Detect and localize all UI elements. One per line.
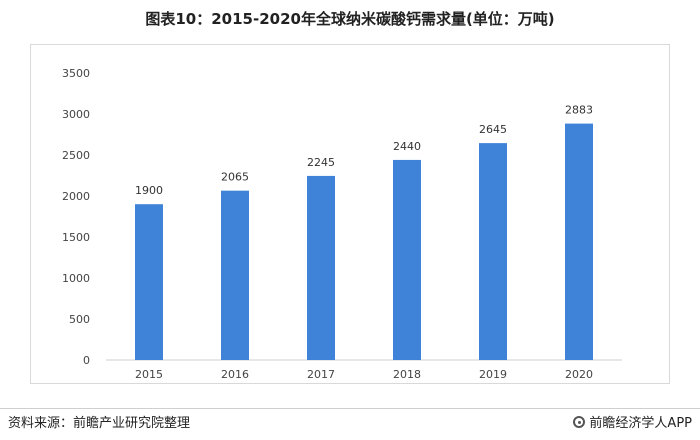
y-tick-label: 2500 [62, 149, 90, 162]
bar-chart: 0 500 1000 1500 2000 2500 3000 3500 1900 2015 2065… [62, 67, 622, 381]
bar-2016 [221, 190, 249, 360]
y-tick-label: 0 [83, 354, 90, 367]
x-tick-label: 2017 [307, 368, 335, 381]
chart-frame [30, 44, 670, 384]
y-tick-label: 3000 [62, 108, 90, 121]
brand-logo-icon [573, 416, 586, 428]
x-tick-label: 2020 [565, 368, 593, 381]
data-label: 1900 [135, 184, 163, 197]
bar-2019 [479, 143, 507, 360]
x-tick-label: 2018 [393, 368, 421, 381]
data-label: 2245 [307, 156, 335, 169]
x-tick-label: 2016 [221, 368, 249, 381]
bar-2020 [565, 123, 593, 361]
bar-2018 [393, 159, 421, 360]
source-note: 资料来源：前瞻产业研究院整理 [8, 416, 191, 431]
brand-label: 前瞻经济学人APP [589, 416, 692, 431]
y-tick-label: 3500 [62, 67, 90, 80]
brand-attribution: 前瞻经济学人APP [573, 412, 692, 431]
footer-divider [0, 408, 700, 409]
data-label: 2645 [479, 123, 507, 136]
x-tick-label: 2015 [135, 368, 163, 381]
y-tick-label: 1000 [62, 272, 90, 285]
data-label: 2065 [221, 171, 249, 184]
y-tick-label: 500 [69, 313, 90, 326]
chart-title: 图表10：2015-2020年全球纳米碳酸钙需求量(单位：万吨) [145, 10, 555, 28]
data-label: 2883 [565, 104, 593, 117]
bar-2017 [307, 175, 335, 360]
y-tick-label: 2000 [62, 190, 90, 203]
y-tick-label: 1500 [62, 231, 90, 244]
x-tick-label: 2019 [479, 368, 507, 381]
data-label: 2440 [393, 140, 421, 153]
bar-2015 [135, 204, 163, 360]
